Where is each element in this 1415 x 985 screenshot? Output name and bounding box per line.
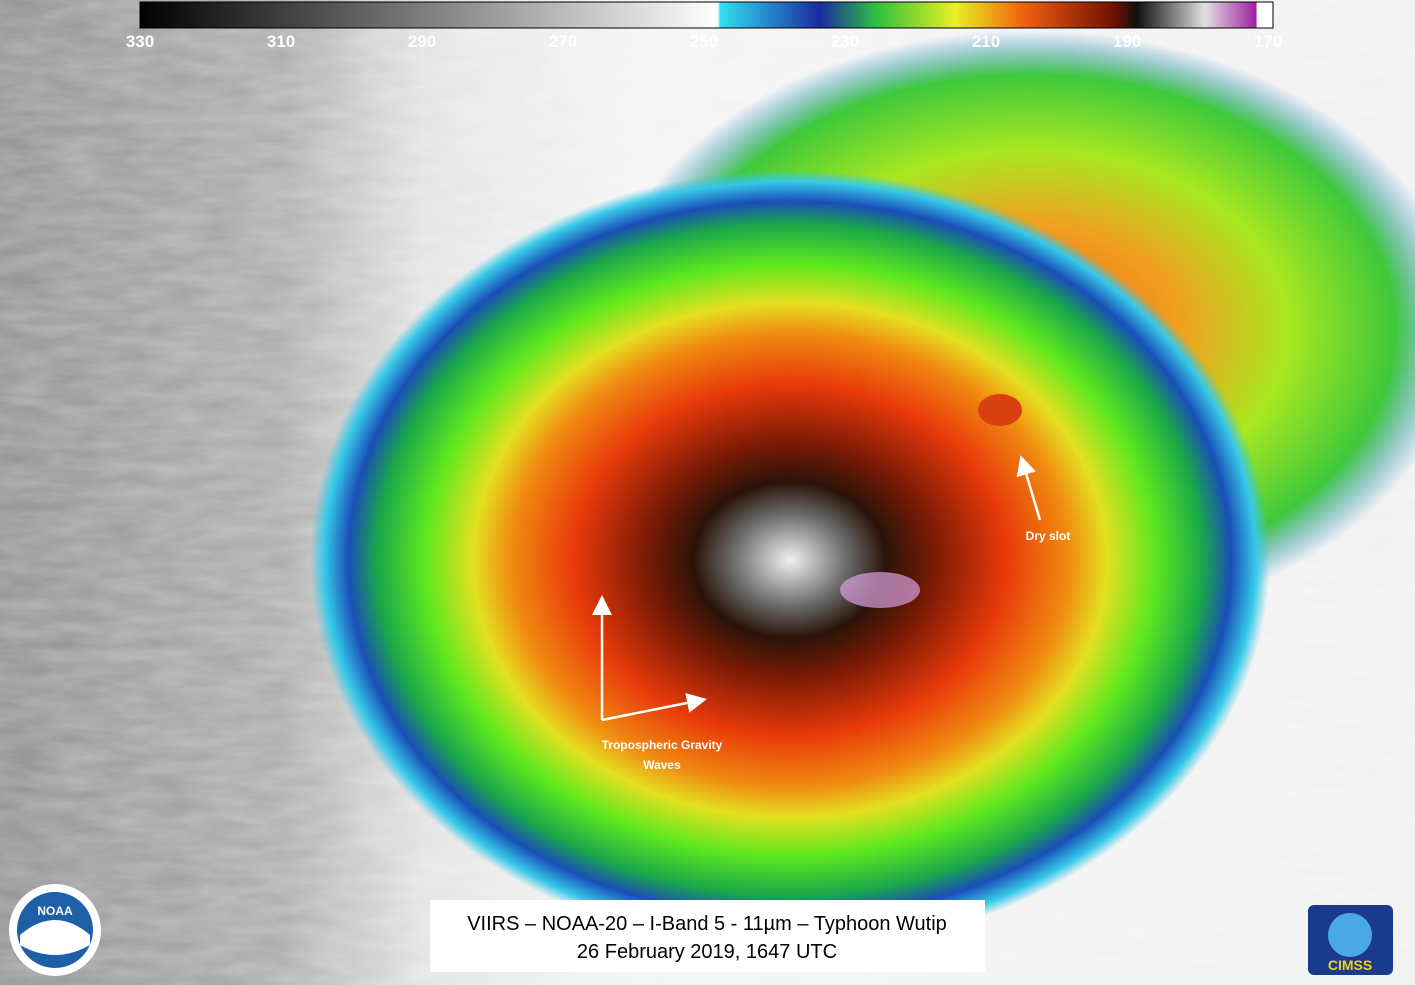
colorbar-tick-label: 210 [972,32,1000,51]
convective-cell [978,394,1022,426]
annotation: Waves [643,758,681,772]
colorbar-tick-label: 170 [1254,32,1282,51]
cimss-globe [1328,913,1372,957]
arrow [1016,455,1042,521]
annotation: Tropospheric Gravity [602,738,723,752]
colorbar-tick-label: 190 [1113,32,1141,51]
colorbar-tick-label: 330 [126,32,154,51]
colorbar-tick-label: 230 [831,32,859,51]
subtitle: 26 February 2019, 1647 UTC [577,941,837,963]
colorbar-tick-label: 250 [690,32,718,51]
annotation: Dry slot [1026,529,1071,543]
colorbar-tick-label: 310 [267,32,295,51]
typhoon [310,170,1270,950]
cold-core [840,572,920,608]
colorbar-tick-label: 290 [408,32,436,51]
noaa-logo-bird [20,920,90,955]
colorbar-ticks: 330 310 290 270 250 230 210 190 170 [126,32,1282,51]
noaa-label: NOAA [37,904,73,918]
title-box [430,900,985,972]
colorbar [139,1,1274,29]
title: VIIRS – NOAA-20 – I-Band 5 - 11µm – Typh… [467,913,947,935]
arrow [601,693,707,722]
colorbar-tick-label: 270 [549,32,577,51]
cimss-label: CIMSS [1328,957,1372,973]
